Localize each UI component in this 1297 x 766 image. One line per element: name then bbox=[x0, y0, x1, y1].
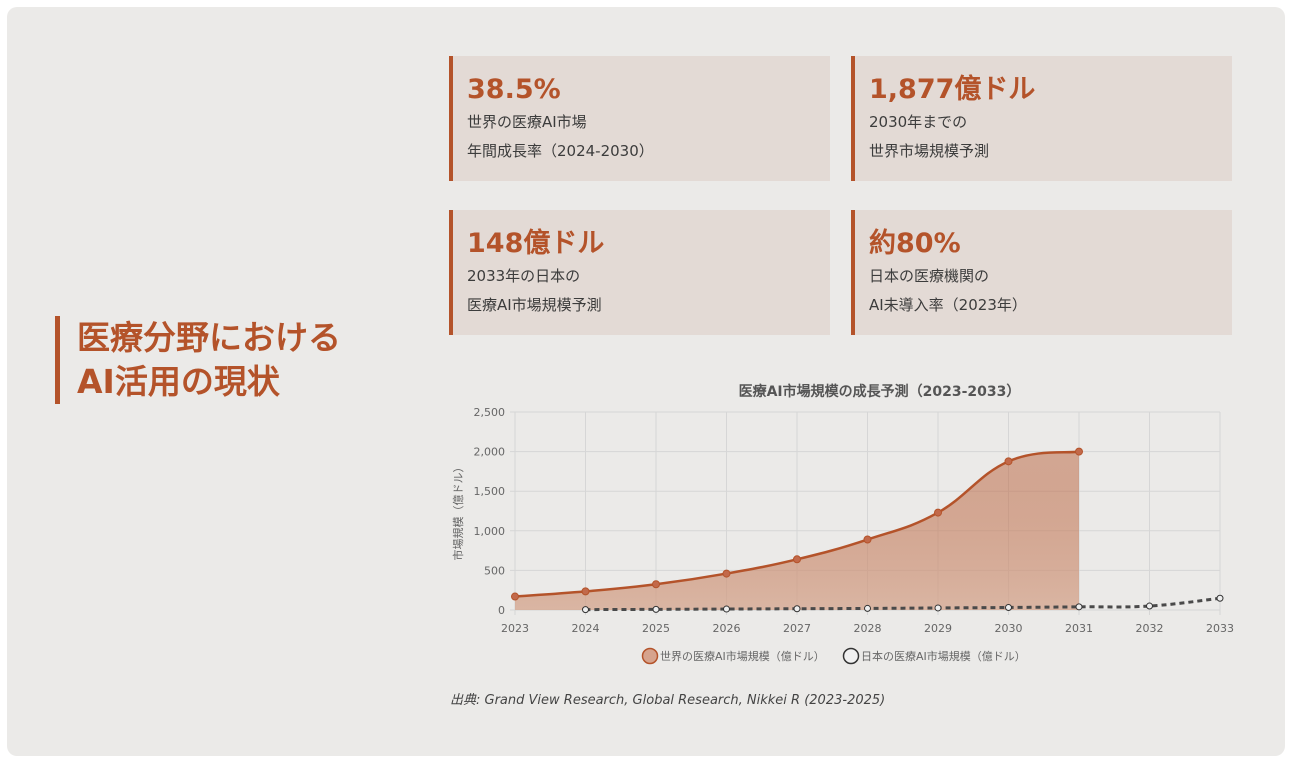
japan-data-point bbox=[1216, 594, 1224, 602]
x-tick-label: 2027 bbox=[783, 622, 811, 635]
source-citation: 出典: Grand View Research, Global Research… bbox=[450, 693, 886, 708]
x-tick-label: 2032 bbox=[1136, 622, 1164, 635]
page-title: 医療分野における AI活用の現状 bbox=[55, 316, 341, 404]
y-axis-label: 市場規模（億ドル） bbox=[451, 462, 465, 561]
world-data-point bbox=[1004, 457, 1013, 466]
x-tick-label: 2024 bbox=[572, 622, 600, 635]
japan-data-point bbox=[1146, 602, 1153, 610]
japan-data-point bbox=[864, 604, 871, 612]
chart-title: 医療AI市場規模の成長予測（2023-2033） bbox=[739, 383, 1021, 400]
stat-description-line-2: AI未導入率（2023年） bbox=[869, 296, 1027, 314]
x-tick-label: 2026 bbox=[713, 622, 741, 635]
y-tick-label: 2,000 bbox=[474, 446, 506, 459]
x-tick-label: 2033 bbox=[1206, 622, 1234, 635]
japan-data-point bbox=[793, 605, 801, 613]
y-tick-label: 500 bbox=[484, 564, 505, 577]
world-data-point bbox=[511, 592, 519, 601]
stat-value: 1,877億ドル bbox=[869, 74, 1036, 105]
legend-label-world: 世界の医療AI市場規模（億ドル） bbox=[660, 649, 825, 663]
japan-data-point bbox=[723, 605, 730, 613]
y-tick-label: 0 bbox=[498, 604, 505, 617]
japan-data-point bbox=[1075, 603, 1083, 611]
stat-description-line-2: 医療AI市場規模予測 bbox=[467, 296, 602, 314]
y-tick-label: 2,500 bbox=[474, 406, 506, 419]
legend-label-japan: 日本の医療AI市場規模（億ドル） bbox=[861, 649, 1026, 663]
x-tick-label: 2028 bbox=[854, 622, 882, 635]
stat-description-line-1: 2030年までの bbox=[869, 113, 968, 131]
stat-card-global-market: 1,877億ドル 2030年までの 世界市場規模予測 bbox=[851, 56, 1232, 181]
market-growth-chart: 医療AI市場規模の成長予測（2023-2033） 0 500 1,000 1,500 2,… bbox=[451, 383, 1234, 665]
stat-description-line-2: 世界市場規模予測 bbox=[869, 142, 990, 160]
stat-card-growth-rate: 38.5% 世界の医療AI市場 年間成長率（2024-2030） bbox=[449, 56, 830, 181]
stat-description-line-1: 日本の医療機関の bbox=[869, 267, 990, 285]
world-data-point bbox=[581, 587, 590, 596]
world-data-point bbox=[793, 555, 801, 564]
japan-data-point bbox=[652, 605, 660, 613]
japan-data-point bbox=[934, 604, 942, 612]
page-title-line-1: 医療分野における bbox=[77, 318, 341, 357]
stat-value: 約80% bbox=[869, 228, 961, 259]
stat-value: 148億ドル bbox=[467, 228, 605, 259]
legend-marker-japan bbox=[842, 647, 860, 665]
x-tick-label: 2025 bbox=[642, 622, 670, 635]
y-tick-label: 1,000 bbox=[474, 525, 506, 538]
world-data-point bbox=[722, 569, 731, 578]
x-tick-label: 2031 bbox=[1065, 622, 1093, 635]
world-data-point bbox=[652, 580, 660, 589]
stat-description-line-2: 年間成長率（2024-2030） bbox=[467, 142, 654, 160]
world-data-point bbox=[934, 508, 942, 517]
stat-card-adoption-rate: 約80% 日本の医療機関の AI未導入率（2023年） bbox=[851, 210, 1232, 335]
world-series-area bbox=[515, 451, 1079, 610]
japan-data-point bbox=[1005, 603, 1012, 611]
x-tick-label: 2029 bbox=[924, 622, 952, 635]
japan-series-line bbox=[585, 596, 1221, 612]
world-data-point bbox=[863, 535, 872, 544]
world-data-point bbox=[1075, 447, 1083, 456]
x-tick-label: 2023 bbox=[501, 622, 529, 635]
x-tick-label: 2030 bbox=[995, 622, 1023, 635]
japan-data-point bbox=[582, 606, 589, 614]
stat-card-japan-market: 148億ドル 2033年の日本の 医療AI市場規模予測 bbox=[449, 210, 830, 335]
stat-value: 38.5% bbox=[467, 74, 561, 105]
y-tick-label: 1,500 bbox=[474, 485, 506, 498]
page-title-line-2: AI活用の現状 bbox=[77, 362, 280, 401]
stat-description-line-1: 世界の医療AI市場 bbox=[467, 113, 587, 131]
legend-marker-world bbox=[641, 647, 659, 665]
stat-description-line-1: 2033年の日本の bbox=[467, 267, 581, 285]
